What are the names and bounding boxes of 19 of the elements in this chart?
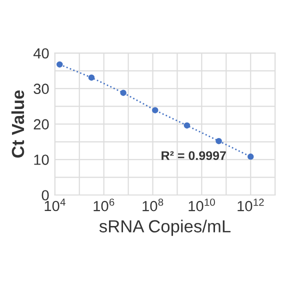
x-axis-title: sRNA Copies/mL <box>99 220 231 236</box>
point <box>184 122 190 129</box>
point <box>152 107 158 114</box>
y-tick-label: 0 <box>42 190 49 200</box>
y-tick-label: 10 <box>34 154 49 165</box>
x-tick-label: 10$^{8}$ <box>142 198 164 212</box>
y-tick-label: 40 <box>33 48 49 59</box>
point <box>88 74 95 81</box>
x-tick-label: 10$^{10}$ <box>188 198 215 212</box>
x-tick-label: 10$^{12}$ <box>238 198 264 212</box>
y-tick-label: 30 <box>34 84 49 94</box>
point <box>56 61 63 68</box>
point <box>248 154 254 160</box>
x-tick-label: 10$^{6}$ <box>94 198 114 212</box>
point <box>120 90 126 96</box>
point <box>216 138 222 144</box>
annotation: R² = 0.9997 <box>162 151 226 160</box>
y-axis-title: Ct Value <box>11 90 24 158</box>
y-tick-label: 20 <box>34 119 49 130</box>
